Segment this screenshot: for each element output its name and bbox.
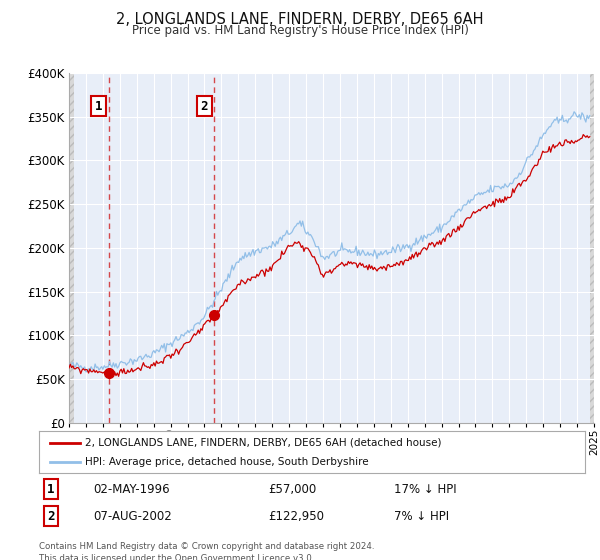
Text: Contains HM Land Registry data © Crown copyright and database right 2024.
This d: Contains HM Land Registry data © Crown c… — [39, 542, 374, 560]
Text: 17% ↓ HPI: 17% ↓ HPI — [394, 483, 457, 496]
Text: 07-AUG-2002: 07-AUG-2002 — [94, 510, 172, 523]
Bar — [69, 73, 74, 423]
Bar — [590, 73, 594, 423]
Text: £57,000: £57,000 — [268, 483, 317, 496]
Text: 1: 1 — [47, 483, 55, 496]
Text: Price paid vs. HM Land Registry's House Price Index (HPI): Price paid vs. HM Land Registry's House … — [131, 24, 469, 36]
Text: £122,950: £122,950 — [268, 510, 325, 523]
Text: 2, LONGLANDS LANE, FINDERN, DERBY, DE65 6AH: 2, LONGLANDS LANE, FINDERN, DERBY, DE65 … — [116, 12, 484, 27]
Text: 2, LONGLANDS LANE, FINDERN, DERBY, DE65 6AH (detached house): 2, LONGLANDS LANE, FINDERN, DERBY, DE65 … — [85, 437, 442, 447]
Bar — [69, 73, 74, 423]
Text: 2: 2 — [200, 100, 208, 113]
Text: 1: 1 — [95, 100, 103, 113]
Text: 7% ↓ HPI: 7% ↓ HPI — [394, 510, 449, 523]
Text: 02-MAY-1996: 02-MAY-1996 — [94, 483, 170, 496]
Text: HPI: Average price, detached house, South Derbyshire: HPI: Average price, detached house, Sout… — [85, 457, 369, 467]
Bar — [590, 73, 594, 423]
Text: 2: 2 — [47, 510, 55, 523]
